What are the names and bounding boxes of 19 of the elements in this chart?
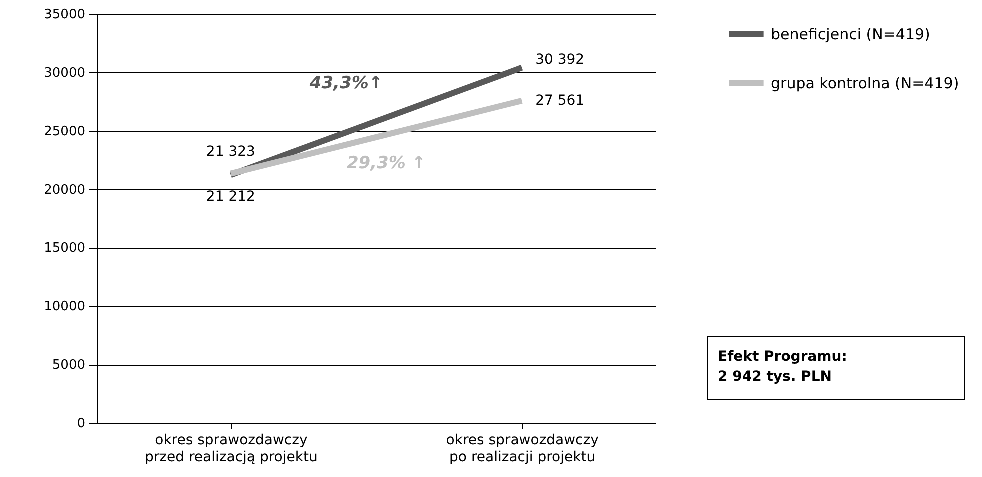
data-label: 30 392 xyxy=(536,52,585,68)
data-label: 21 323 xyxy=(206,144,256,160)
y-tick-label: 10000 xyxy=(44,300,86,315)
note-box: Efekt Programu: 2 942 tys. PLN xyxy=(707,336,965,400)
y-tick-label: 0 xyxy=(77,416,86,432)
x-tick-label: okres sprawozdawczy przed realizacją projektu xyxy=(145,432,318,466)
annotation: 29,3% ↑ xyxy=(346,153,426,174)
data-label: 27 561 xyxy=(536,92,585,109)
y-tick-label: 15000 xyxy=(44,241,86,256)
legend-label: grupa kontrolna (N=419) xyxy=(771,74,960,92)
y-tick-label: 35000 xyxy=(44,8,86,22)
legend-label: beneficjenci (N=419) xyxy=(771,26,930,44)
y-tick-label: 5000 xyxy=(52,358,86,374)
annotation: 43,3%↑ xyxy=(308,73,384,94)
y-tick-label: 30000 xyxy=(44,66,86,81)
x-tick-label: okres sprawozdawczy po realizacji projektu xyxy=(446,432,599,466)
y-tick-label: 25000 xyxy=(44,124,86,140)
data-label: 21 212 xyxy=(206,189,256,206)
y-tick-label: 20000 xyxy=(44,182,86,198)
